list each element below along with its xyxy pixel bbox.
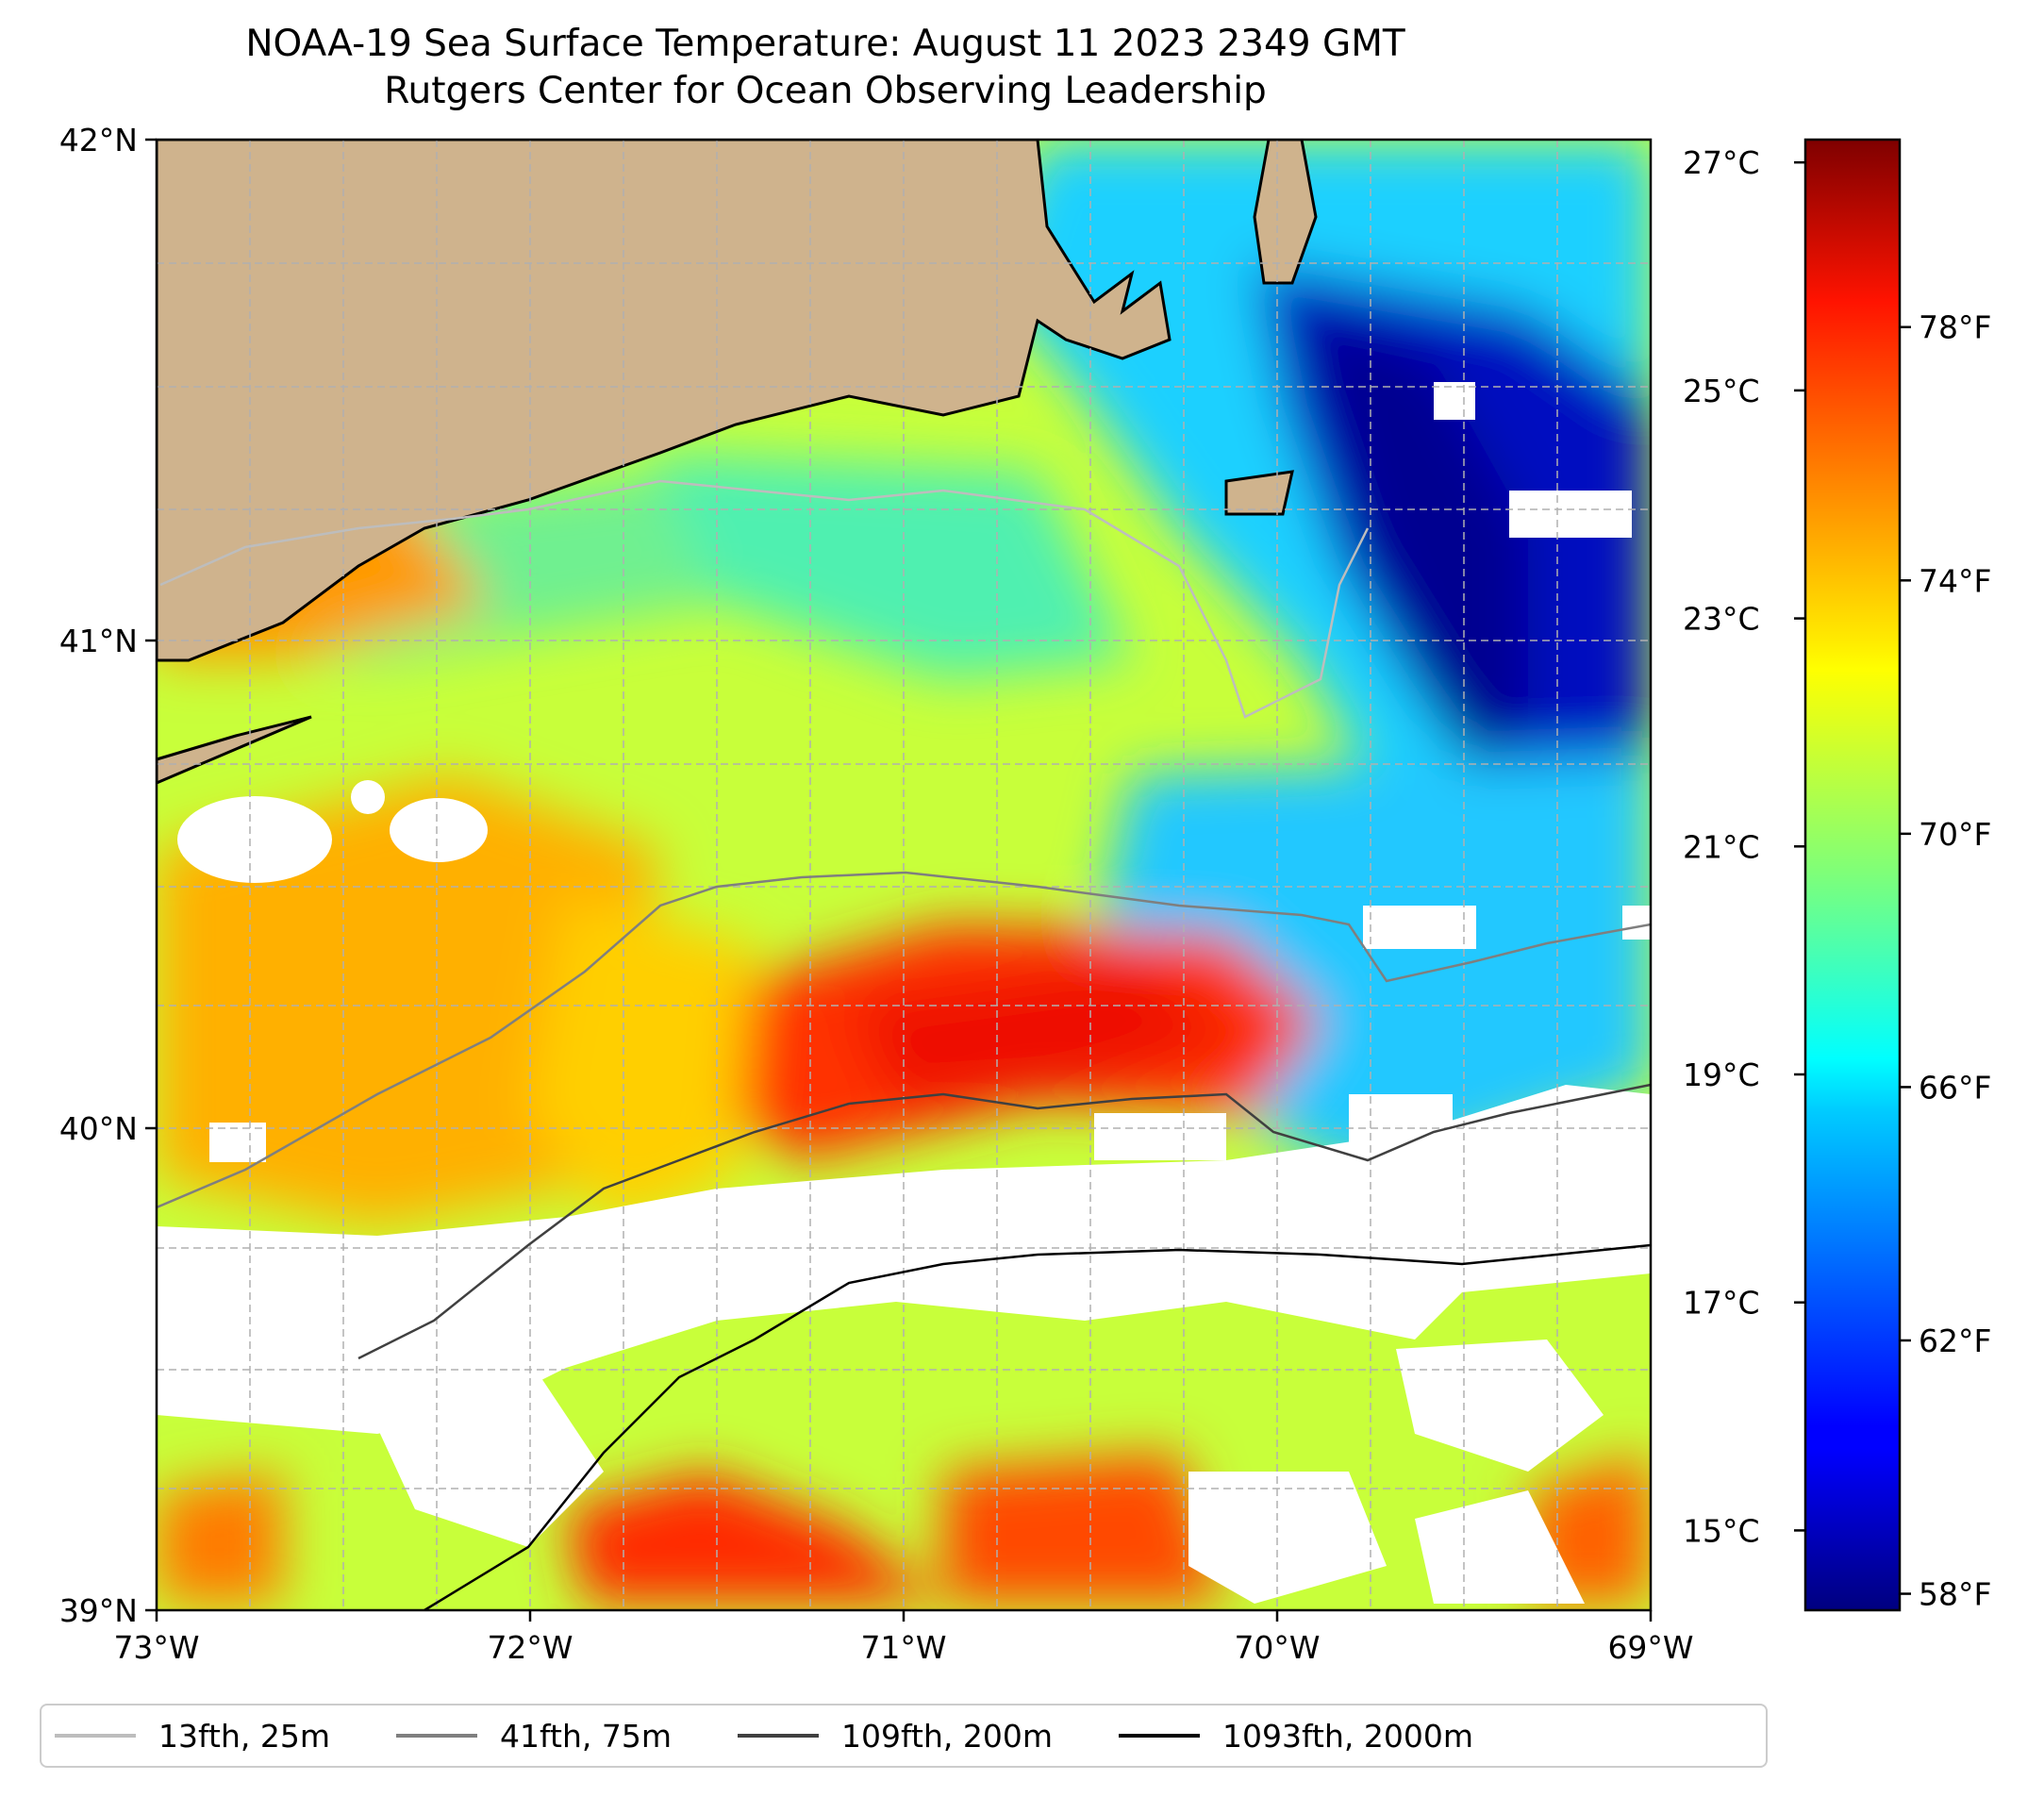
lon-label-71: 71°W [860, 1629, 946, 1666]
lon-label-72: 72°W [487, 1629, 573, 1666]
legend-item-2000m: 1093fth, 2000m [1119, 1718, 1473, 1755]
lat-label-42: 42°N [59, 122, 138, 158]
legend-item-200m: 109fth, 200m [738, 1718, 1053, 1755]
fahrenheit-tick-label: 78°F [1919, 309, 1991, 346]
legend-item-25m: 13fth, 25m [55, 1718, 330, 1755]
contour-200m [357, 1083, 1651, 1360]
legend-label-200m: 109fth, 200m [841, 1717, 1053, 1755]
legend-item-75m: 41fth, 75m [396, 1718, 672, 1755]
longitude-labels: 73°W 72°W 71°W 70°W 69°W [113, 1629, 1693, 1666]
fahrenheit-tick-label: 62°F [1919, 1323, 1991, 1359]
title-line-1: NOAA-19 Sea Surface Temperature: August … [245, 23, 1405, 65]
lat-label-39: 39°N [59, 1592, 138, 1629]
lon-label-69: 69°W [1607, 1629, 1693, 1666]
bathymetry-contours [157, 479, 1651, 1610]
sst-field [157, 140, 1651, 1610]
gridlines [157, 140, 1651, 1610]
celsius-tick-label: 25°C [1683, 373, 1760, 409]
lat-label-40: 40°N [59, 1110, 138, 1147]
fahrenheit-tick-label: 74°F [1919, 562, 1991, 599]
colorbar-ticks: 27°C 25°C 23°C 21°C 19°C 17°C 15°C 78°F 74°F 70°F… [1683, 144, 1991, 1612]
chart-title: NOAA-19 Sea Surface Temperature: August … [0, 21, 1651, 115]
fahrenheit-tick-label: 66°F [1919, 1069, 1991, 1106]
contour-25m [159, 479, 1370, 719]
legend-label-25m: 13fth, 25m [158, 1717, 330, 1755]
legend-swatch-25m [55, 1734, 136, 1738]
lat-label-41: 41°N [59, 623, 138, 659]
contour-2000m [424, 1243, 1651, 1610]
fahrenheit-tick-label: 70°F [1919, 816, 1991, 853]
legend-swatch-200m [738, 1734, 819, 1738]
colorbar [1803, 138, 1902, 1612]
legend-swatch-75m [396, 1734, 477, 1738]
title-line-2: Rutgers Center for Ocean Observing Leade… [384, 70, 1267, 112]
celsius-tick-label: 27°C [1683, 144, 1760, 181]
legend-label-2000m: 1093fth, 2000m [1222, 1717, 1473, 1755]
legend-label-75m: 41fth, 75m [500, 1717, 672, 1755]
axis-ticks [145, 138, 1653, 1622]
legend-swatch-2000m [1119, 1734, 1200, 1738]
celsius-tick-label: 23°C [1683, 601, 1760, 638]
celsius-tick-label: 17°C [1683, 1285, 1760, 1322]
lon-label-70: 70°W [1234, 1629, 1320, 1666]
fahrenheit-tick-label: 58°F [1919, 1576, 1991, 1613]
celsius-tick-label: 21°C [1683, 828, 1760, 865]
lon-label-73: 73°W [113, 1629, 199, 1666]
depth-legend: 13fth, 25m 41fth, 75m 109fth, 200m 1093f… [40, 1704, 1768, 1768]
celsius-tick-label: 15°C [1683, 1512, 1760, 1549]
celsius-tick-label: 19°C [1683, 1057, 1760, 1093]
contour-75m [157, 871, 1651, 1209]
land [157, 140, 1318, 785]
latitude-labels: 42°N 41°N 40°N 39°N [59, 122, 138, 1629]
